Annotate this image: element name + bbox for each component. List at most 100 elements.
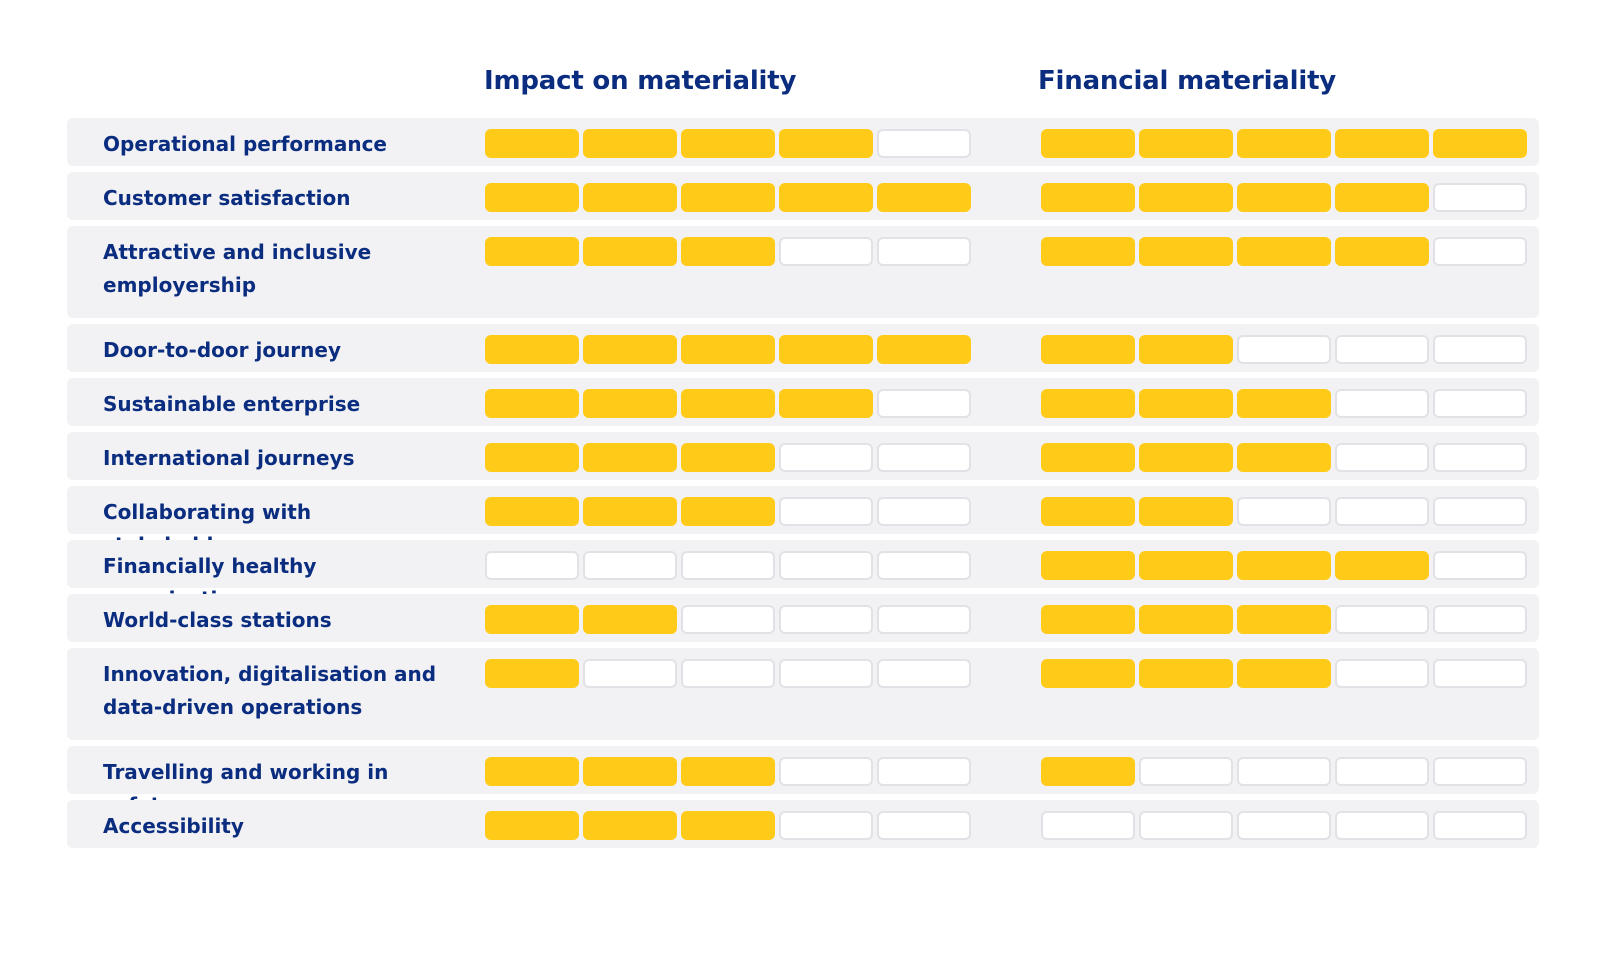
financial-score [1041,183,1527,212]
impact-segment-empty [877,605,971,634]
financial-segment-filled [1237,129,1331,158]
impact-score [485,335,971,364]
financial-score [1041,237,1527,266]
financial-segment-filled [1237,389,1331,418]
impact-segment-empty [779,605,873,634]
table-row: Sustainable enterprise [67,378,1539,426]
table-row: Operational performance [67,118,1539,166]
financial-score [1041,497,1527,526]
financial-score [1041,811,1527,840]
impact-segment-empty [779,551,873,580]
impact-segment-empty [485,551,579,580]
financial-segment-filled [1237,237,1331,266]
impact-segment-filled [485,811,579,840]
financial-column-title: Financial materiality [1038,66,1337,96]
financial-segment-filled [1237,659,1331,688]
impact-segment-empty [779,497,873,526]
table-row: Financially healthy organisation [67,540,1539,611]
impact-segment-filled [681,757,775,786]
impact-segment-filled [779,183,873,212]
financial-score [1041,757,1527,786]
impact-segment-empty [681,551,775,580]
financial-score [1041,389,1527,418]
impact-segment-empty [779,443,873,472]
impact-segment-empty [877,129,971,158]
financial-segment-empty [1335,605,1429,634]
impact-segment-empty [779,237,873,266]
row-label: International journeys [103,446,355,470]
impact-segment-filled [779,389,873,418]
impact-score [485,183,971,212]
impact-segment-empty [877,389,971,418]
impact-score [485,443,971,472]
financial-segment-empty [1433,497,1527,526]
impact-segment-empty [877,757,971,786]
impact-segment-empty [583,551,677,580]
impact-segment-filled [583,605,677,634]
financial-segment-empty [1335,497,1429,526]
financial-segment-filled [1237,183,1331,212]
financial-segment-filled [1237,605,1331,634]
financial-segment-filled [1041,335,1135,364]
row-label: Attractive and inclusive employership [103,240,372,297]
impact-segment-empty [779,757,873,786]
impact-score [485,811,971,840]
impact-segment-filled [485,183,579,212]
impact-score [485,129,971,158]
impact-segment-filled [681,443,775,472]
table-row: Collaborating with stakeholders [67,486,1539,557]
financial-segment-empty [1335,335,1429,364]
financial-segment-empty [1335,757,1429,786]
financial-segment-filled [1041,659,1135,688]
impact-segment-filled [485,389,579,418]
financial-segment-filled [1139,551,1233,580]
financial-segment-filled [1139,335,1233,364]
impact-segment-filled [583,389,677,418]
impact-segment-filled [485,757,579,786]
impact-score [485,551,971,580]
row-label: Door-to-door journey [103,338,342,362]
table-row: World-class stations [67,594,1539,642]
financial-segment-empty [1139,811,1233,840]
financial-segment-filled [1139,659,1233,688]
table-row: Attractive and inclusive employership [67,226,1539,318]
impact-segment-filled [681,237,775,266]
financial-segment-filled [1139,237,1233,266]
financial-segment-empty [1433,335,1527,364]
row-label: Sustainable enterprise [103,392,361,416]
financial-segment-empty [1335,389,1429,418]
impact-segment-filled [583,757,677,786]
financial-segment-filled [1041,605,1135,634]
financial-segment-empty [1237,335,1331,364]
financial-score [1041,443,1527,472]
impact-segment-empty [877,551,971,580]
impact-segment-filled [583,237,677,266]
financial-segment-empty [1433,811,1527,840]
impact-segment-filled [485,335,579,364]
financial-score [1041,659,1527,688]
financial-segment-filled [1041,497,1135,526]
financial-segment-empty [1433,659,1527,688]
impact-segment-filled [681,183,775,212]
financial-segment-empty [1433,551,1527,580]
table-row: Innovation, digitalisation and data-driv… [67,648,1539,740]
impact-segment-filled [485,605,579,634]
impact-segment-filled [877,335,971,364]
table-row: Door-to-door journey [67,324,1539,372]
financial-segment-filled [1139,497,1233,526]
impact-segment-filled [583,335,677,364]
financial-segment-filled [1041,551,1135,580]
impact-segment-filled [485,443,579,472]
financial-score [1041,551,1527,580]
financial-segment-filled [1335,237,1429,266]
impact-segment-empty [877,443,971,472]
financial-segment-filled [1139,389,1233,418]
financial-segment-empty [1335,443,1429,472]
impact-segment-filled [485,659,579,688]
impact-score [485,605,971,634]
financial-segment-filled [1041,237,1135,266]
impact-segment-empty [779,659,873,688]
table-row: International journeys [67,432,1539,480]
financial-score [1041,335,1527,364]
financial-segment-filled [1335,551,1429,580]
